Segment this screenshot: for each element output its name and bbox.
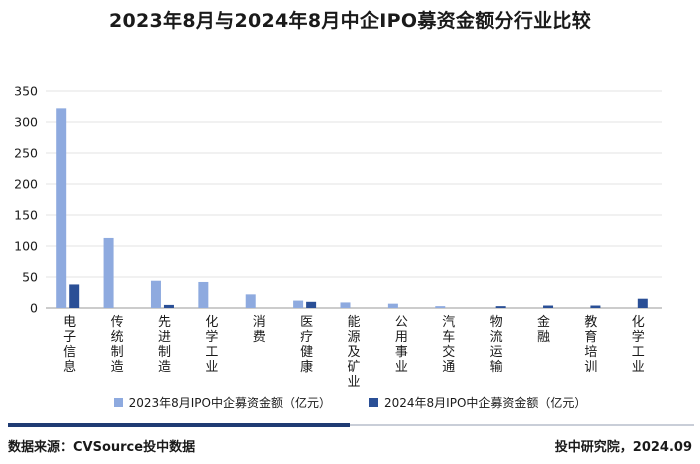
bar-2024 [590,305,601,308]
y-tick-label: 350 [14,84,38,99]
bar-2024 [637,298,648,308]
legend-label-2023: 2023年8月IPO中企募资金额（亿元） [128,396,331,410]
bar-2023 [103,237,114,308]
x-tick-label: 公用事业 [395,315,408,375]
bar-2023 [435,306,446,308]
footer-divider-accent [8,423,350,427]
y-tick-label: 300 [14,115,38,130]
report-credit: 投中研究院，2024.09 [554,440,692,455]
y-tick-label: 100 [14,239,38,254]
footer-divider [8,424,694,426]
bar-2024 [306,301,317,308]
legend-swatch-2024 [369,398,378,407]
x-tick-label: 医疗健康 [300,315,313,375]
bar-2023 [198,281,209,308]
bar-2023 [56,108,67,308]
x-tick-label: 汽车交通 [442,315,455,375]
bar-2023 [245,294,256,308]
x-tick-label: 物流运输 [490,315,503,375]
bar-2023 [293,300,304,308]
bar-2023 [150,280,161,308]
x-tick-label: 先进制造 [158,315,171,375]
bar-2023 [387,303,398,308]
x-tick-label: 教育培训 [584,314,597,375]
bar-chart: 0 50 100 150 200 250 300 350 电子信息 传统制造 先进制造 化学工业 消费 医… [14,84,662,390]
x-tick-label: 消费 [253,315,266,345]
bar-2024 [495,306,506,308]
bar-2023 [340,302,351,308]
x-tick-label: 电子信息 [63,315,76,375]
chart-title: 2023年8月与2024年8月中企IPO募资金额分行业比较 [108,10,592,32]
x-tick-label: 化学工业 [632,315,645,375]
y-tick-label: 250 [14,146,38,161]
x-tick-label: 化学工业 [205,315,218,375]
bar-2024 [163,304,174,308]
x-tick-label: 传统制造 [111,315,124,375]
y-tick-label: 0 [30,301,38,316]
y-tick-label: 50 [22,270,38,285]
legend-label-2024: 2024年8月IPO中企募资金额（亿元） [384,396,587,410]
x-tick-label: 金融 [537,314,550,345]
legend-item-2024: 2024年8月IPO中企募资金额（亿元） [369,394,586,411]
bar-2024 [543,305,554,308]
legend-swatch-2023 [113,398,123,407]
chart-legend: 2023年8月IPO中企募资金额（亿元） 2024年8月IPO中企募资金额（亿元… [0,394,700,411]
y-tick-label: 200 [14,177,38,192]
x-tick-label: 能源及矿业 [347,315,360,390]
legend-item-2023: 2023年8月IPO中企募资金额（亿元） [113,394,331,411]
y-tick-label: 150 [14,208,38,223]
bar-2024 [69,284,80,308]
data-source: 数据来源：CVSource投中数据 [8,440,196,455]
